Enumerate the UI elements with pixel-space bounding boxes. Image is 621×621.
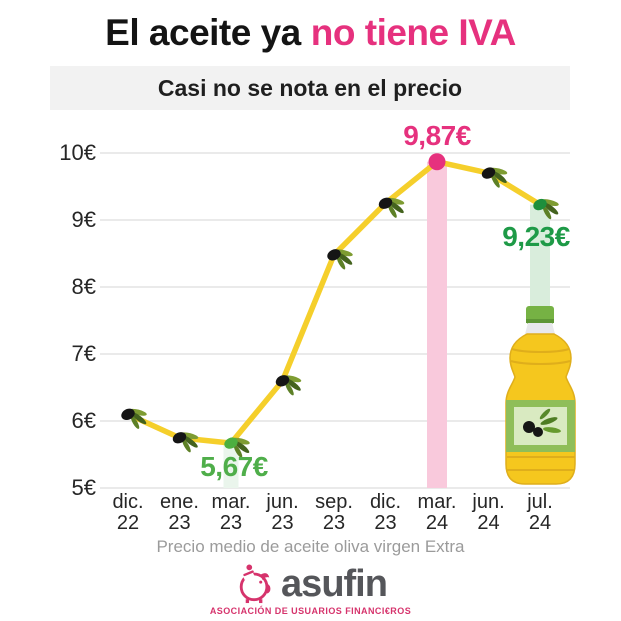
y-tick-label: 10€ bbox=[59, 140, 96, 165]
highlight-band bbox=[223, 443, 239, 488]
highlight-band bbox=[530, 204, 550, 318]
x-tick-label: sep. 23 bbox=[315, 491, 353, 534]
subtitle-text: Casi no se nota en el precio bbox=[157, 74, 463, 101]
olive-marker bbox=[327, 249, 353, 270]
title-text: El aceite ya bbox=[105, 12, 301, 53]
x-tick-label: jul. 24 bbox=[527, 491, 553, 534]
olive-marker bbox=[533, 198, 559, 220]
y-tick-label: 9€ bbox=[71, 207, 96, 232]
title-accent: no tiene IVA bbox=[310, 12, 517, 53]
price-label: 9,87€ bbox=[403, 119, 471, 151]
asufin-wordmark: asufin bbox=[281, 563, 388, 605]
x-tick-label: mar. 24 bbox=[417, 491, 457, 534]
price-label: 9,23€ bbox=[502, 220, 570, 252]
highlight-band bbox=[427, 161, 447, 488]
price-label: 5,67€ bbox=[200, 451, 268, 483]
y-tick-label: 5€ bbox=[71, 475, 96, 500]
x-tick-label: dic. 22 bbox=[112, 491, 144, 534]
asufin-lockup: asufin bbox=[234, 563, 388, 605]
x-tick-label: jun. 24 bbox=[472, 491, 505, 534]
y-tick-label: 7€ bbox=[71, 341, 96, 366]
x-tick-label: mar. 23 bbox=[211, 491, 251, 534]
price-line bbox=[125, 158, 543, 446]
olive-marker bbox=[172, 432, 199, 453]
x-tick-label: ene. 23 bbox=[160, 491, 199, 534]
y-tick-label: 6€ bbox=[71, 408, 96, 433]
olive-marker bbox=[275, 375, 302, 396]
olive-marker bbox=[224, 437, 250, 458]
olive-marker bbox=[481, 167, 508, 188]
olive-marker bbox=[378, 197, 405, 218]
olive-oil-bottle-illustration bbox=[505, 306, 576, 485]
asufin-tagline: ASOCIACIÓN DE USUARIOS FINANCI€ROS bbox=[209, 606, 412, 616]
olive-marker bbox=[121, 408, 147, 429]
page-title: El aceite ya no tiene IVA bbox=[0, 12, 621, 54]
peak-dot bbox=[428, 153, 446, 171]
asufin-logo: asufin ASOCIACIÓN DE USUARIOS FINANCI€RO… bbox=[0, 564, 621, 616]
x-tick-label: jun. 23 bbox=[266, 491, 299, 534]
subtitle-banner: Casi no se nota en el precio bbox=[50, 66, 570, 110]
x-tick-label: dic. 23 bbox=[369, 491, 402, 534]
y-tick-label: 8€ bbox=[71, 274, 96, 299]
piggy-bank-icon bbox=[239, 564, 271, 604]
chart-caption: Precio medio de aceite oliva virgen Extr… bbox=[156, 537, 465, 556]
